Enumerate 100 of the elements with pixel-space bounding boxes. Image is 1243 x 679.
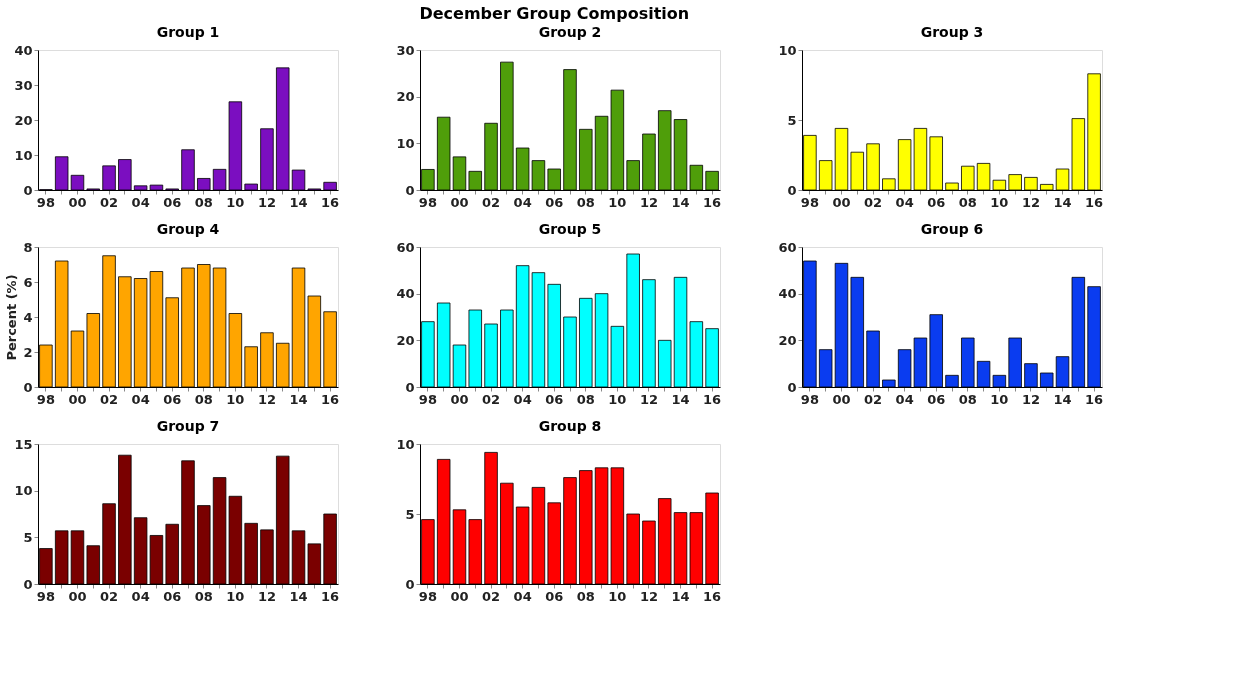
x-tick-label: 10 [990,194,1009,210]
x-tick-label: 06 [927,391,946,407]
x-tick-label: 16 [703,588,722,604]
x-tick-label: 16 [1085,391,1104,407]
y-axis-title: Percent (%) [4,274,20,361]
y-tick-label: 5 [23,529,33,545]
y-tick-label: 6 [23,274,33,290]
x-tick-label: 12 [257,194,276,210]
y-tick-label: 20 [396,89,415,105]
x-tick-label: 16 [321,391,340,407]
chart-title: Group 1 [156,24,220,40]
x-tick-label: 14 [289,194,308,210]
x-tick-label: 16 [1085,194,1104,210]
y-tick-label: 0 [23,379,33,395]
x-tick-label: 04 [131,194,150,210]
x-tick-label: 98 [36,588,55,604]
x-tick-label: 14 [671,391,690,407]
y-tick-label: 0 [787,182,797,198]
x-tick-label: 02 [100,391,119,407]
x-tick-label: 16 [321,194,340,210]
x-tick-label: 00 [832,391,851,407]
x-tick-label: 02 [100,588,119,604]
x-tick-label: 12 [257,588,276,604]
y-tick-label: 40 [778,286,797,302]
x-tick-label: 14 [289,588,308,604]
y-tick-label: 60 [396,239,415,255]
x-tick-label: 16 [703,391,722,407]
x-tick-label: 10 [226,391,245,407]
x-tick-label: 10 [226,588,245,604]
y-tick-label: 2 [23,344,33,360]
x-tick-label: 04 [513,588,532,604]
x-tick-label: 10 [990,391,1009,407]
x-tick-label: 04 [131,588,150,604]
y-tick-label: 40 [14,42,33,58]
x-tick-label: 98 [800,391,819,407]
x-tick-label: 02 [864,391,883,407]
y-tick-label: 20 [778,332,797,348]
x-tick-label: 16 [703,194,722,210]
x-tick-label: 08 [194,588,213,604]
chart-title: Group 2 [538,24,602,40]
x-tick-label: 06 [163,194,182,210]
x-tick-label: 10 [608,588,627,604]
x-tick-label: 02 [100,194,119,210]
x-tick-label: 06 [545,194,564,210]
x-tick-label: 08 [194,194,213,210]
x-tick-label: 04 [131,391,150,407]
x-tick-label: 06 [545,391,564,407]
x-tick-label: 04 [513,391,532,407]
x-tick-label: 12 [639,588,658,604]
chart-title: Group 7 [156,418,220,434]
x-tick-label: 08 [576,588,595,604]
y-tick-label: 40 [396,286,415,302]
x-tick-label: 00 [450,391,469,407]
y-tick-label: 10 [14,483,33,499]
x-tick-label: 14 [1053,391,1072,407]
x-tick-label: 08 [576,391,595,407]
text: December Group Composition [419,3,690,23]
y-tick-label: 0 [23,182,33,198]
y-tick-label: 10 [396,436,415,452]
x-tick-label: 04 [895,194,914,210]
x-tick-label: 14 [671,194,690,210]
x-tick-label: 08 [194,391,213,407]
y-tick-label: 10 [14,147,33,163]
x-tick-label: 12 [639,194,658,210]
y-tick-label: 30 [396,42,415,58]
x-tick-label: 98 [418,194,437,210]
x-tick-label: 06 [545,588,564,604]
x-tick-label: 10 [608,391,627,407]
x-tick-label: 00 [68,588,87,604]
x-tick-label: 06 [163,391,182,407]
y-tick-label: 20 [14,112,33,128]
x-tick-label: 06 [163,588,182,604]
y-tick-label: 20 [396,332,415,348]
x-tick-label: 12 [639,391,658,407]
x-tick-label: 10 [226,194,245,210]
x-tick-label: 02 [482,391,501,407]
x-tick-label: 08 [958,194,977,210]
chart-title: Group 4 [156,221,220,237]
x-tick-label: 02 [864,194,883,210]
x-tick-label: 00 [832,194,851,210]
x-tick-label: 12 [1021,194,1040,210]
x-tick-label: 12 [257,391,276,407]
x-tick-label: 06 [927,194,946,210]
chart-title: Group 8 [538,418,602,434]
y-tick-label: 10 [396,135,415,151]
y-tick-label: 0 [405,576,415,592]
x-tick-label: 16 [321,588,340,604]
x-tick-label: 00 [450,194,469,210]
x-tick-label: 04 [513,194,532,210]
x-tick-label: 98 [36,194,55,210]
x-tick-label: 04 [895,391,914,407]
x-tick-label: 08 [576,194,595,210]
x-tick-label: 00 [68,391,87,407]
x-tick-label: 02 [482,194,501,210]
y-tick-label: 5 [405,506,415,522]
x-tick-label: 98 [418,391,437,407]
y-tick-label: 0 [787,379,797,395]
x-tick-label: 08 [958,391,977,407]
y-tick-label: 0 [23,576,33,592]
x-tick-label: 00 [450,588,469,604]
